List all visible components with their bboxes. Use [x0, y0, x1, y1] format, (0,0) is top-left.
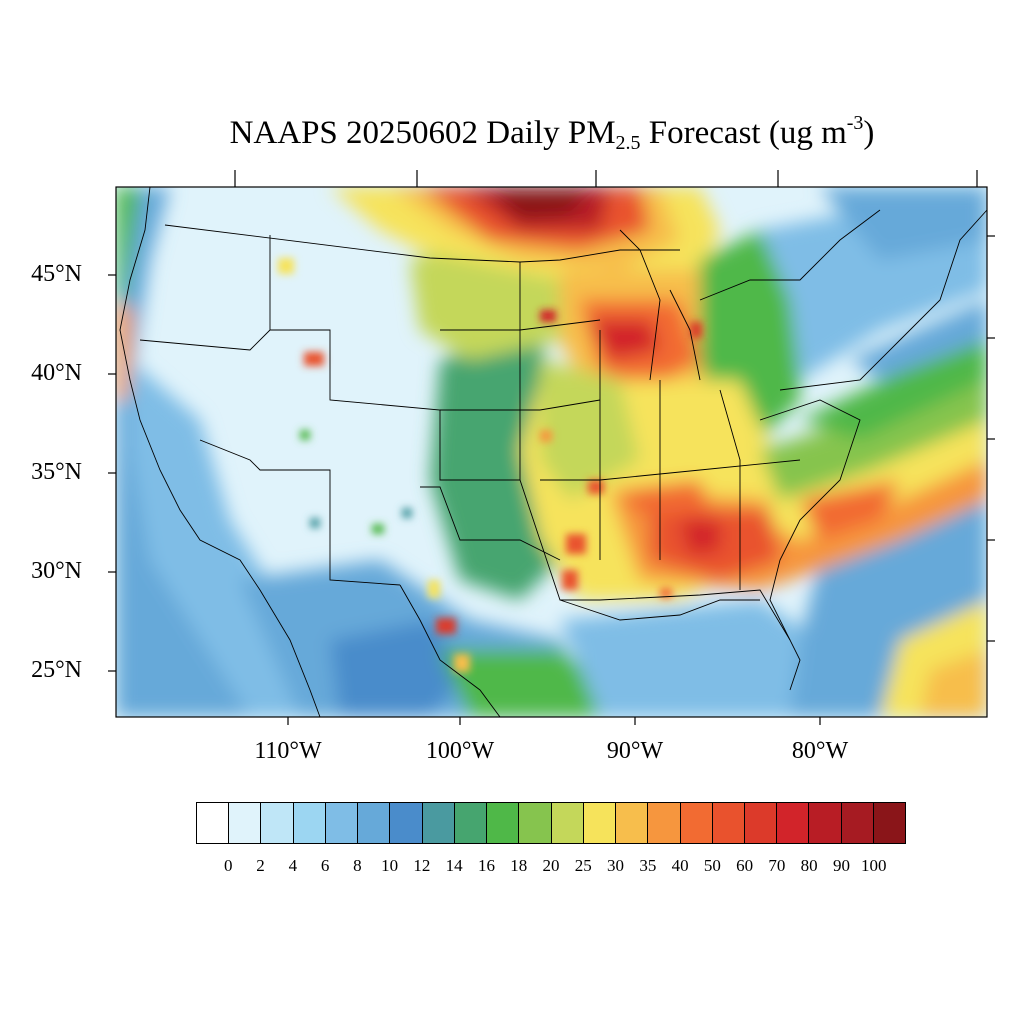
lat-label: 35°N	[31, 459, 82, 485]
colorbar-swatch	[777, 803, 810, 843]
colorbar-swatch	[261, 803, 294, 843]
lat-label: 45°N	[31, 261, 82, 287]
colorbar-tick-label: 80	[800, 856, 818, 875]
colorbar-swatch	[712, 803, 745, 843]
colorbar-swatch	[616, 803, 649, 843]
colorbar-swatch	[841, 803, 874, 843]
map-frame	[115, 186, 988, 718]
map-title: NAAPS 20250602 Daily PM2.5 Forecast (ug …	[229, 112, 875, 154]
colorbar-swatch	[454, 803, 488, 843]
colorbar-swatch	[809, 803, 842, 843]
colorbar-tick-label: 20	[542, 856, 560, 875]
state-boundaries	[119, 187, 987, 717]
axis-ticks	[108, 170, 995, 725]
lon-label: 90°W	[606, 738, 664, 764]
colorbar-swatch	[358, 803, 391, 843]
colorbar-tick-label: 40	[671, 856, 689, 875]
colorbar	[196, 802, 906, 844]
colorbar-swatch	[390, 803, 423, 843]
lon-label: 80°W	[791, 738, 849, 764]
colorbar-tick-label: 10	[381, 856, 399, 875]
colorbar-swatch	[648, 803, 681, 843]
colorbar-tick-label: 16	[477, 856, 495, 875]
colorbar-tick-label: 100	[860, 856, 887, 875]
colorbar-tick-label: 90	[832, 856, 850, 875]
colorbar-tick-label: 6	[320, 856, 330, 875]
colorbar-swatch	[551, 803, 584, 843]
colorbar-swatch	[744, 803, 778, 843]
colorbar-tick-label: 12	[413, 856, 431, 875]
colorbar-swatch	[519, 803, 552, 843]
lon-label: 100°W	[425, 738, 495, 764]
colorbar-swatch	[229, 803, 262, 843]
lat-label: 25°N	[31, 657, 82, 683]
pm25-field	[116, 187, 987, 717]
colorbar-tick-label: 8	[353, 856, 362, 875]
lat-label: 30°N	[31, 558, 82, 584]
colorbar-tick-label: 25	[574, 856, 592, 875]
colorbar-swatch	[293, 803, 326, 843]
colorbar-tick-label: 14	[445, 856, 463, 875]
colorbar-swatch	[487, 803, 520, 843]
colorbar-swatch	[680, 803, 713, 843]
colorbar-tick-label: 35	[639, 856, 657, 875]
colorbar-tick-label: 60	[736, 856, 754, 875]
lat-label: 40°N	[31, 360, 82, 386]
colorbar-tick-label: 70	[768, 856, 786, 875]
lon-label: 110°W	[254, 738, 322, 764]
colorbar-tick-label: 0	[224, 856, 233, 875]
colorbar-tick-label: 2	[256, 856, 265, 875]
colorbar-tick-label: 4	[288, 856, 298, 875]
colorbar-swatch	[197, 803, 230, 843]
colorbar-tick-label: 50	[703, 856, 721, 875]
colorbar-tick-label: 30	[607, 856, 625, 875]
colorbar-swatch	[422, 803, 455, 843]
colorbar-swatch	[325, 803, 359, 843]
colorbar-tick-label: 18	[510, 856, 528, 875]
colorbar-swatch	[873, 803, 906, 843]
colorbar-swatch	[583, 803, 617, 843]
